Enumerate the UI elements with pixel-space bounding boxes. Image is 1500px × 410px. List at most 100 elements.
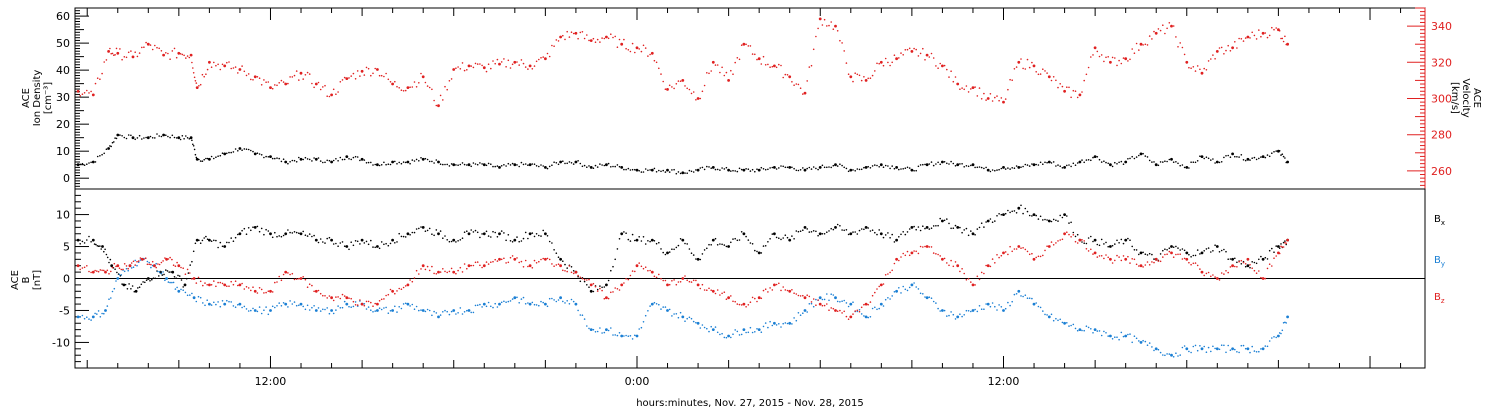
density-point	[298, 156, 300, 159]
bz-point	[799, 295, 802, 297]
velocity-point	[655, 61, 658, 64]
velocity-point	[544, 57, 547, 61]
density-point	[849, 168, 853, 172]
bx-point	[599, 285, 601, 287]
density-point	[719, 169, 721, 171]
bx-point	[289, 231, 291, 234]
bz-point	[345, 296, 349, 300]
bz-point	[540, 258, 542, 261]
by-point	[219, 305, 222, 308]
bz-point	[742, 302, 746, 306]
velocity-point	[1022, 67, 1024, 70]
by-point	[791, 323, 793, 325]
by-point	[322, 308, 324, 311]
velocity-point	[442, 99, 444, 101]
velocity-point	[734, 61, 736, 64]
density-point	[638, 170, 640, 172]
velocity-point	[1146, 44, 1149, 46]
bx-point	[245, 233, 248, 235]
velocity-point	[208, 60, 211, 64]
bz-point	[317, 289, 320, 292]
bx-point	[1210, 251, 1212, 253]
bx-point	[367, 243, 370, 246]
by-point	[1026, 297, 1029, 300]
bz-point	[980, 271, 983, 274]
velocity-point	[265, 81, 267, 83]
bx-point	[1223, 248, 1225, 251]
velocity-point	[1035, 71, 1037, 73]
velocity-point	[797, 83, 800, 86]
density-point	[983, 167, 985, 170]
by-point	[1162, 354, 1164, 356]
bz-point	[564, 270, 566, 272]
bx-point	[215, 239, 217, 242]
bx-point	[544, 232, 547, 236]
bz-point	[889, 271, 891, 274]
bx-point	[206, 238, 209, 240]
bx-point	[986, 219, 990, 223]
velocity-point	[485, 70, 488, 73]
density-point	[898, 168, 900, 171]
by-point	[162, 271, 164, 273]
by-point	[418, 309, 420, 312]
bx-point	[1057, 220, 1059, 222]
velocity-point	[1087, 66, 1090, 69]
bx-point	[1277, 245, 1280, 248]
velocity-point	[192, 67, 194, 69]
velocity-point	[1260, 35, 1262, 38]
density-tick-label: 30	[56, 91, 70, 104]
density-point	[149, 135, 152, 138]
density-point	[559, 160, 562, 164]
bz-point	[341, 293, 344, 296]
density-point	[330, 160, 333, 164]
by-point	[747, 331, 750, 334]
bz-point	[893, 262, 896, 265]
bx-point	[780, 238, 782, 241]
bz-point	[291, 272, 294, 275]
density-point	[531, 163, 534, 165]
velocity-point	[887, 61, 889, 64]
velocity-point	[1004, 98, 1007, 100]
bz-point	[1007, 253, 1009, 256]
bz-point	[623, 282, 625, 284]
bz-point	[812, 298, 815, 300]
bz-point	[900, 256, 902, 258]
velocity-point	[111, 52, 114, 55]
density-point	[1264, 156, 1267, 159]
bz-point	[732, 300, 734, 303]
velocity-point	[568, 36, 571, 38]
by-point	[269, 309, 272, 312]
bx-point	[404, 236, 407, 238]
density-point	[415, 158, 418, 161]
bx-point	[163, 273, 165, 276]
by-point	[324, 308, 326, 311]
density-point	[1258, 157, 1260, 160]
density-point	[1159, 161, 1162, 163]
density-point	[967, 165, 970, 168]
bz-point	[245, 286, 248, 288]
bx-point	[313, 234, 315, 237]
velocity-point	[370, 74, 372, 77]
bx-point	[1066, 215, 1068, 217]
velocity-point	[328, 95, 331, 98]
bx-point	[1061, 216, 1064, 219]
by-point	[1175, 352, 1177, 355]
by-point	[1039, 306, 1042, 309]
bz-point	[524, 259, 527, 262]
by-point	[551, 297, 553, 300]
bz-point	[714, 292, 717, 295]
velocity-point	[959, 88, 961, 90]
by-point	[588, 327, 590, 330]
velocity-point	[314, 82, 318, 86]
by-point	[1234, 348, 1236, 351]
velocity-point	[177, 51, 181, 55]
density-point	[924, 163, 926, 166]
density-point	[548, 165, 551, 168]
bz-point	[328, 295, 331, 297]
bx-point	[791, 235, 793, 237]
bz-point	[258, 287, 261, 289]
bz-point	[976, 275, 979, 278]
density-point	[864, 166, 868, 169]
density-point	[948, 163, 950, 165]
density-point	[1046, 161, 1048, 164]
